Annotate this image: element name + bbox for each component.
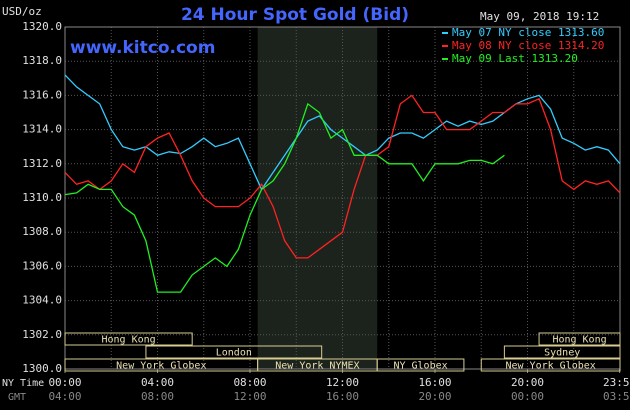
session-label: New York Globex [505,361,595,372]
x-tick-label: 12:00 [326,376,359,389]
session-bar [145,345,323,359]
y-tick-label: 1308.0 [22,225,62,238]
y-tick-label: 1318.0 [22,54,62,67]
session-bar [376,358,465,372]
y-tick-label: 1306.0 [22,259,62,272]
y-tick-label: 1314.0 [22,123,62,136]
x-tick-label: 04:00 [141,376,174,389]
series-line [64,102,505,293]
session-label: NY Globex [393,361,447,372]
x2-tick-label: 16:00 [326,390,359,403]
legend-label: May 09 Last 1313.20 [452,52,578,65]
x-tick-label: 00:00 [48,376,81,389]
legend-label: May 08 NY close 1314.20 [452,39,604,52]
x2-row-label: GMT [8,392,26,403]
series-line [64,74,621,191]
y-tick-label: 1304.0 [22,294,62,307]
legend-label: May 07 NY close 1313.60 [452,26,604,39]
x2-tick-label: 00:00 [511,390,544,403]
x2-tick-label: 12:00 [233,390,266,403]
session-label: New York NYMEX [275,361,359,372]
timestamp: May 09, 2018 19:12 [480,10,599,23]
y-tick-label: 1312.0 [22,157,62,170]
session-bar [64,332,193,346]
x2-tick-label: 20:00 [418,390,451,403]
session-label: Sydney [544,348,580,359]
session-bar [480,358,621,372]
x-tick-label: 23:59 [603,376,630,389]
session-label: New York Globex [116,361,206,372]
y-unit: USD/oz [2,5,42,18]
y-tick-label: 1300.0 [22,362,62,375]
x2-tick-label: 03:59 [603,390,630,403]
x2-tick-label: 04:00 [48,390,81,403]
y-tick-label: 1320.0 [22,20,62,33]
x2-tick-label: 08:00 [141,390,174,403]
y-tick-label: 1310.0 [22,191,62,204]
session-label: London [216,348,252,359]
session-label: Hong Kong [552,335,606,346]
series-line [64,94,621,259]
session-bar [538,332,621,346]
x-tick-label: 20:00 [511,376,544,389]
x-row-label: NY Time [2,378,44,389]
chart-title: 24 Hour Spot Gold (Bid) [181,5,409,25]
y-tick-label: 1302.0 [22,328,62,341]
x-tick-label: 16:00 [418,376,451,389]
watermark: www.kitco.com [70,38,215,58]
session-bar [503,345,621,359]
session-label: Hong Kong [102,335,156,346]
y-tick-label: 1316.0 [22,88,62,101]
x-tick-label: 08:00 [233,376,266,389]
